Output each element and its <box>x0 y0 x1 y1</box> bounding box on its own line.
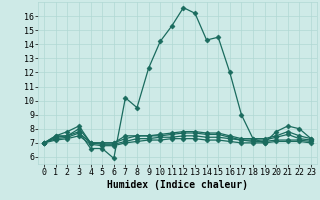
X-axis label: Humidex (Indice chaleur): Humidex (Indice chaleur) <box>107 180 248 190</box>
